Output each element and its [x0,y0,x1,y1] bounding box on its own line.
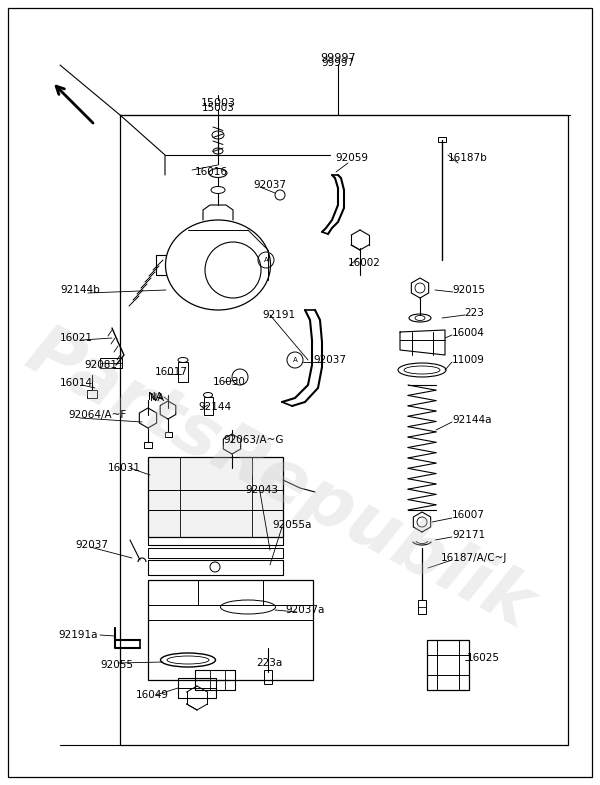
Text: 92063/A~G: 92063/A~G [223,435,284,445]
Text: 15003: 15003 [200,98,235,108]
Bar [228,468,236,474]
Text: 223a: 223a [256,658,282,668]
Text: 92081: 92081 [84,360,117,370]
Bar [178,362,188,382]
Text: 92144: 92144 [198,402,231,412]
Text: 16187b: 16187b [448,153,488,163]
Text: 16002: 16002 [348,258,381,268]
Text: NA: NA [148,392,163,402]
Text: 16016: 16016 [195,167,228,177]
Text: 92015: 92015 [452,285,485,295]
Bar [178,678,216,698]
Bar [100,358,122,368]
Bar [144,442,152,448]
Text: 92037a: 92037a [285,605,325,615]
Text: 92043: 92043 [245,485,278,495]
Text: 92055a: 92055a [272,520,311,530]
Text: 92144a: 92144a [452,415,491,425]
Bar [148,457,283,537]
Text: PartsRepublik: PartsRepublik [15,317,545,643]
Text: 92064/A~F: 92064/A~F [68,410,126,420]
Text: 92037: 92037 [253,180,286,190]
Text: 223: 223 [464,308,484,318]
Text: 15003: 15003 [202,103,235,113]
Text: NA: NA [150,393,164,403]
Bar [427,640,469,690]
Text: 16004: 16004 [452,328,485,338]
Text: 92055: 92055 [100,660,133,670]
Text: 16049: 16049 [136,690,169,700]
Text: 16014: 16014 [60,378,93,388]
Text: 16030: 16030 [213,377,246,387]
Text: A: A [293,357,298,363]
Bar [204,397,213,415]
Text: 92144b: 92144b [60,285,100,295]
Text: 92037: 92037 [75,540,108,550]
Text: 92171: 92171 [452,530,485,540]
Text: 16031: 16031 [108,463,141,473]
Bar [148,548,283,558]
Text: 99997: 99997 [322,58,355,68]
Text: 92191a: 92191a [58,630,97,640]
Bar [120,115,568,745]
Text: A: A [263,257,268,263]
Text: 92037: 92037 [313,355,346,365]
Text: 16017: 16017 [155,367,188,377]
Bar [87,390,97,398]
Bar [264,670,272,684]
Bar [438,137,446,142]
Bar [165,432,172,437]
Text: 99997: 99997 [320,53,356,63]
Text: 16021: 16021 [60,333,93,343]
Text: 92059: 92059 [335,153,368,163]
Text: 92191: 92191 [262,310,295,320]
Bar [418,600,426,614]
Bar [148,580,313,680]
Text: 16007: 16007 [452,510,485,520]
Text: 16187/A/C~J: 16187/A/C~J [441,553,508,563]
Text: 11009: 11009 [452,355,485,365]
Text: 16025: 16025 [467,653,500,663]
